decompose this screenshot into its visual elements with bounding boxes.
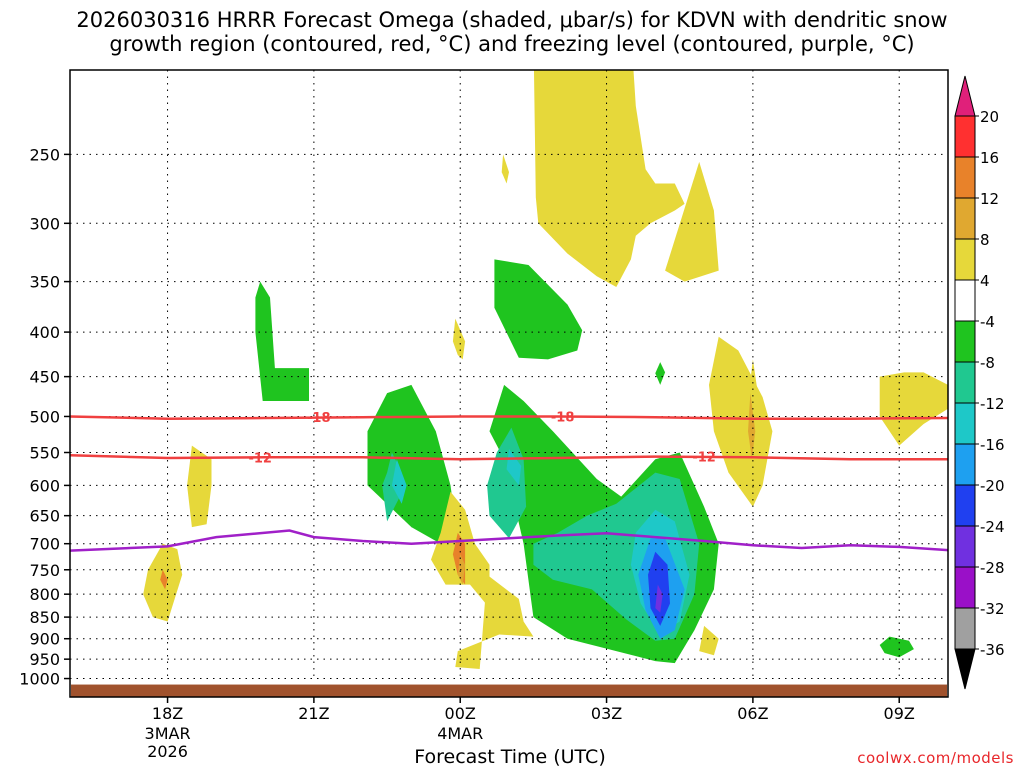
y-tick-label-700: 700 (29, 535, 60, 554)
colorbar-swatch-0 (954, 115, 976, 158)
colorbar-swatch-8 (954, 443, 976, 486)
colorbar-swatch-6 (954, 361, 976, 404)
colorbar-swatch-5 (954, 320, 976, 363)
y-tick-label-900: 900 (29, 630, 60, 649)
colorbar-label-2: 12 (980, 190, 999, 208)
omega-region-3 (367, 384, 456, 544)
colorbar-label-3: 8 (980, 231, 990, 249)
omega-region-6 (879, 636, 914, 658)
colorbar-label-6: -8 (980, 354, 995, 372)
omega-region-1 (255, 281, 309, 401)
y-tick-label-600: 600 (29, 476, 60, 495)
y-tick-label-650: 650 (29, 507, 60, 526)
y-tick-label-950: 950 (29, 650, 60, 669)
pressure-gridlines (70, 70, 948, 680)
colorbar-label-12: -32 (980, 600, 1005, 618)
omega-region-18 (501, 154, 509, 184)
chart-title: 2026030316 HRRR Forecast Omega (shaded, … (0, 8, 1024, 56)
isotherm-lines (70, 415, 948, 552)
y-tick-label-800: 800 (29, 585, 60, 604)
colorbar-label-0: 20 (980, 108, 999, 126)
credit-text: coolwx.com/models (857, 749, 1014, 767)
colorbar-label-4: 4 (980, 272, 990, 290)
colorbar-swatch-3 (954, 238, 976, 281)
colorbar-label-13: -36 (980, 641, 1005, 659)
y-tick-label-750: 750 (29, 561, 60, 580)
y-tick-label-1000: 1000 (19, 670, 60, 689)
colorbar-bottom-arrow (954, 648, 976, 690)
colorbar-label-8: -16 (980, 436, 1005, 454)
y-tick-label-450: 450 (29, 368, 60, 387)
omega-region-11 (391, 459, 407, 504)
contour-label-2: -12 (248, 451, 272, 466)
x-tick-sublabel-3MAR: 3MAR (145, 724, 191, 743)
y-tick-label-550: 550 (29, 444, 60, 463)
omega-region-5 (655, 362, 666, 385)
contour-label-3: -12 (692, 451, 716, 466)
y-tick-label-250: 250 (29, 145, 60, 164)
isotherm-minus18 (70, 415, 948, 420)
colorbar-swatch-12 (954, 607, 976, 650)
omega-shading (143, 70, 948, 669)
colorbar-label-7: -12 (980, 395, 1005, 413)
omega-region-16 (533, 70, 685, 287)
x-axis-label: Forecast Time (UTC) (414, 746, 606, 768)
plot-frame (69, 69, 949, 698)
omega-region-19 (452, 318, 466, 360)
x-tick-label-00Z: 00Z (445, 704, 476, 723)
omega-region-17 (665, 161, 719, 282)
y-tick-label-350: 350 (29, 273, 60, 292)
colorbar-label-1: 16 (980, 149, 999, 167)
colorbar-swatch-11 (954, 566, 976, 609)
x-tick-sublabel-4MAR: 4MAR (437, 724, 483, 743)
chart-title-line1: 2026030316 HRRR Forecast Omega (shaded, … (76, 8, 948, 32)
colorbar-label-11: -28 (980, 559, 1005, 577)
x-tick-label-06Z: 06Z (737, 704, 768, 723)
y-tick-label-300: 300 (29, 214, 60, 233)
colorbar-swatch-7 (954, 402, 976, 445)
surface-ground (71, 684, 947, 697)
colorbar-swatch-9 (954, 484, 976, 527)
x-tick-label-03Z: 03Z (591, 704, 622, 723)
x-tick-label-21Z: 21Z (298, 704, 329, 723)
colorbar-top-arrow (954, 75, 976, 117)
omega-region-30 (748, 393, 756, 460)
contour-label-1: -18 (551, 410, 575, 425)
contour-labels: -18 -18 -12 -12 (248, 410, 716, 466)
omega-region-27 (699, 625, 719, 656)
isotherm-minus12 (70, 453, 948, 461)
y-tick-label-400: 400 (29, 323, 60, 342)
colorbar-swatch-10 (954, 525, 976, 568)
contour-label-0: -18 (307, 411, 331, 426)
colorbar-label-5: -4 (980, 313, 995, 331)
y-tick-label-500: 500 (29, 407, 60, 426)
omega-region-20 (187, 445, 212, 528)
omega-region-7 (487, 427, 527, 539)
colorbar-label-10: -24 (980, 518, 1005, 536)
colorbar-swatch-4 (954, 279, 976, 322)
omega-region-23 (879, 372, 948, 446)
y-tick-label-850: 850 (29, 608, 60, 627)
colorbar: 20 16 12 8 4 -4 -8 -12 -16 -20 -24 -28 -32 -36 (954, 75, 1005, 690)
omega-region-22 (709, 336, 773, 507)
freezing-level-line (70, 529, 948, 552)
x-tick-label-18Z: 18Z (152, 704, 183, 723)
omega-region-2 (494, 259, 583, 360)
chart-title-line2: growth region (contoured, red, °C) and f… (109, 32, 915, 56)
omega-region-25 (455, 574, 534, 669)
pressure-axis: 250 300 350 400 450 500 550 600 650 700 750 800 850 9… (19, 145, 70, 689)
surface-layer (71, 684, 947, 697)
omega-region-29 (160, 569, 168, 590)
omega-region-15 (655, 584, 663, 613)
colorbar-swatch-1 (954, 156, 976, 199)
colorbar-label-9: -20 (980, 477, 1005, 495)
colorbar-swatch-2 (954, 197, 976, 240)
x-tick-label-09Z: 09Z (884, 704, 915, 723)
x-tick-sublabel-2026: 2026 (147, 742, 188, 761)
